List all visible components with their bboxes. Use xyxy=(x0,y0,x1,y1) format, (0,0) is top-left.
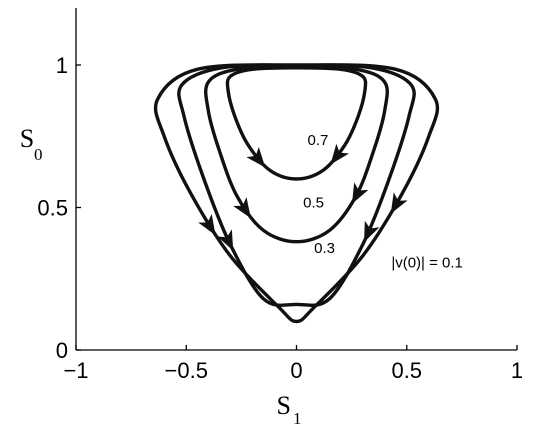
x-tick-label: −1 xyxy=(63,358,88,383)
x-tick-label: 1 xyxy=(511,358,523,383)
annotations: 0.7 0.5 0.3 |v(0)| = 0.1 xyxy=(303,132,463,272)
y-axis-label: S xyxy=(20,124,34,153)
curve-label-3: |v(0)| = 0.1 xyxy=(391,254,463,271)
curve-label-2: 0.3 xyxy=(314,240,335,257)
orbit-curve-0 xyxy=(225,66,368,181)
orbit-curves xyxy=(153,63,440,324)
x-tick-label: −0.5 xyxy=(165,358,208,383)
orbit-curve-1 xyxy=(204,64,389,244)
direction-arrows xyxy=(198,143,408,251)
direction-arrow-1-1 xyxy=(351,182,369,204)
y-ticks: 00.51 xyxy=(37,53,81,363)
curve-label-0: 0.7 xyxy=(308,132,329,149)
y-tick-label: 1 xyxy=(56,53,68,78)
direction-arrow-0-1 xyxy=(330,143,350,165)
direction-arrow-3-0 xyxy=(198,214,216,236)
x-ticks: −1 −0.5 0 0.5 1 xyxy=(63,345,523,383)
y-axis-label-subscript: 0 xyxy=(34,145,43,164)
curve-label-1: 0.5 xyxy=(303,195,324,212)
x-axis-label: S xyxy=(277,391,291,420)
y-tick-label: 0 xyxy=(56,338,68,363)
orbit-curve-2 xyxy=(177,63,416,307)
orbit-curve-3 xyxy=(153,63,440,324)
direction-arrow-0-0 xyxy=(246,146,266,168)
direction-arrow-2-0 xyxy=(217,229,234,251)
direction-arrow-3-1 xyxy=(390,192,408,214)
x-tick-label: 0 xyxy=(290,358,302,383)
x-axis-label-subscript: 1 xyxy=(293,409,302,428)
y-tick-label: 0.5 xyxy=(37,196,68,221)
direction-arrow-2-1 xyxy=(364,220,380,243)
x-tick-label: 0.5 xyxy=(391,358,422,383)
direction-arrow-1-0 xyxy=(233,197,251,219)
